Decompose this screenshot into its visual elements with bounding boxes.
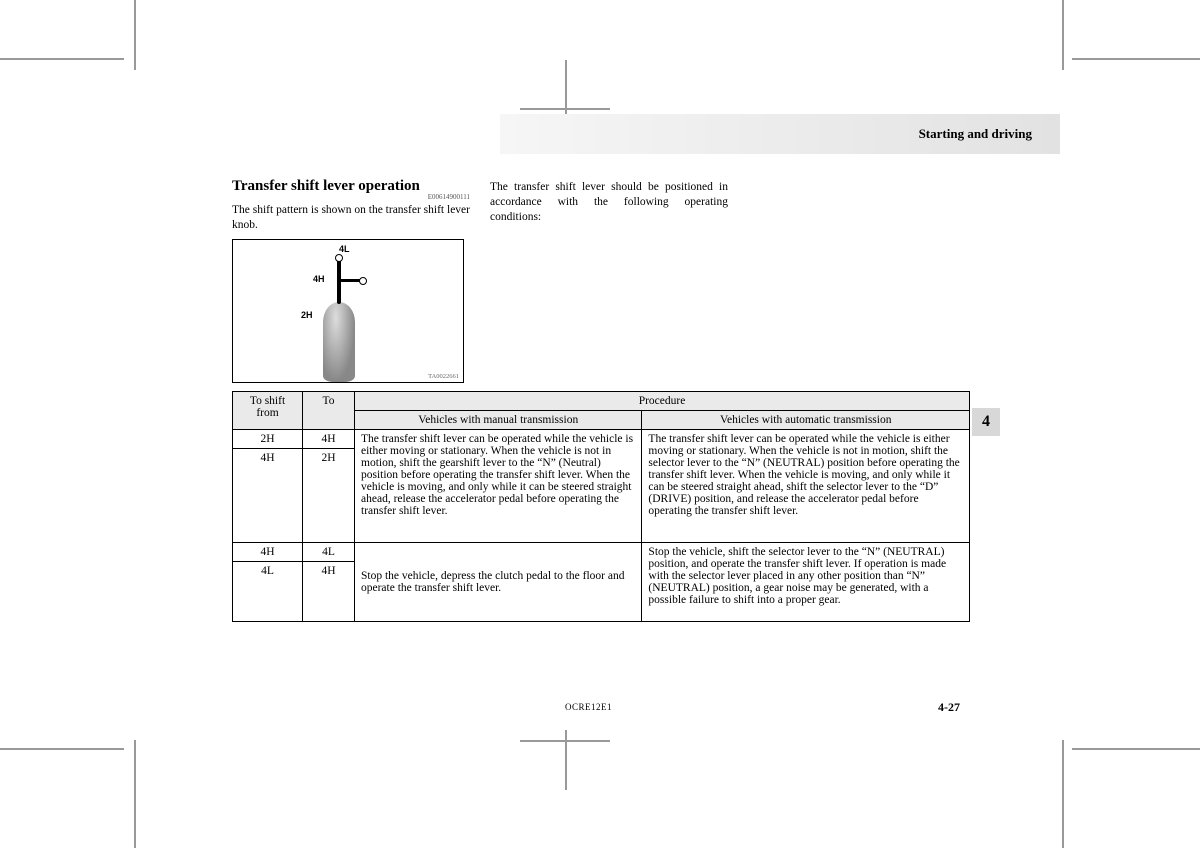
detent-icon	[359, 277, 367, 285]
cell-to: 4H	[303, 429, 355, 448]
th-automatic: Vehicles with automatic transmission	[642, 410, 970, 429]
detent-icon	[335, 254, 343, 262]
crop-mark	[1072, 58, 1200, 60]
header-section-title: Starting and driving	[919, 126, 1032, 142]
header-band: Starting and driving	[500, 114, 1060, 154]
cell-manual-top: The transfer shift lever can be operated…	[355, 429, 642, 542]
crop-mark	[520, 740, 610, 742]
cell-to: 4H	[303, 561, 355, 621]
crop-mark	[520, 108, 610, 110]
cell-to: 2H	[303, 448, 355, 542]
cell-to: 4L	[303, 542, 355, 561]
crop-mark	[1062, 0, 1064, 70]
lever-shaft-icon	[337, 260, 341, 304]
cell-auto-top: The transfer shift lever can be operated…	[642, 429, 970, 542]
crop-mark	[565, 730, 567, 790]
cell-from: 2H	[233, 429, 303, 448]
crop-mark	[0, 58, 124, 60]
crop-mark	[1072, 748, 1200, 750]
cell-from: 4L	[233, 561, 303, 621]
th-procedure: Procedure	[355, 391, 970, 410]
cell-auto-bottom: Stop the vehicle, shift the selector lev…	[642, 542, 970, 621]
footer-doc-code: OCRE12E1	[565, 702, 612, 712]
shift-procedure-table: To shift from To Procedure Vehicles with…	[232, 391, 970, 622]
label-2h: 2H	[301, 310, 313, 320]
chapter-tab: 4	[972, 408, 1000, 436]
page-content: Transfer shift lever operation E00614900…	[232, 178, 970, 622]
lever-knob-icon	[323, 302, 355, 382]
th-from: To shift from	[233, 391, 303, 429]
label-4l: 4L	[339, 244, 350, 254]
crop-mark	[1062, 740, 1064, 848]
page-number: 4-27	[938, 700, 960, 715]
shift-pattern-diagram: 2H 4H 4L TA0022661	[232, 239, 464, 383]
crop-mark	[0, 748, 124, 750]
crop-mark	[134, 0, 136, 70]
crop-mark	[565, 60, 567, 120]
th-manual: Vehicles with manual transmission	[355, 410, 642, 429]
cell-from: 4H	[233, 448, 303, 542]
cell-manual-bottom: Stop the vehicle, depress the clutch ped…	[355, 542, 642, 621]
lever-branch-icon	[339, 279, 361, 282]
diagram-ref: TA0022661	[428, 373, 459, 380]
crop-mark	[134, 740, 136, 848]
intro-left: The shift pattern is shown on the transf…	[232, 203, 470, 233]
intro-right: The transfer shift lever should be posit…	[490, 180, 728, 225]
th-to: To	[303, 391, 355, 429]
label-4h: 4H	[313, 274, 325, 284]
cell-from: 4H	[233, 542, 303, 561]
